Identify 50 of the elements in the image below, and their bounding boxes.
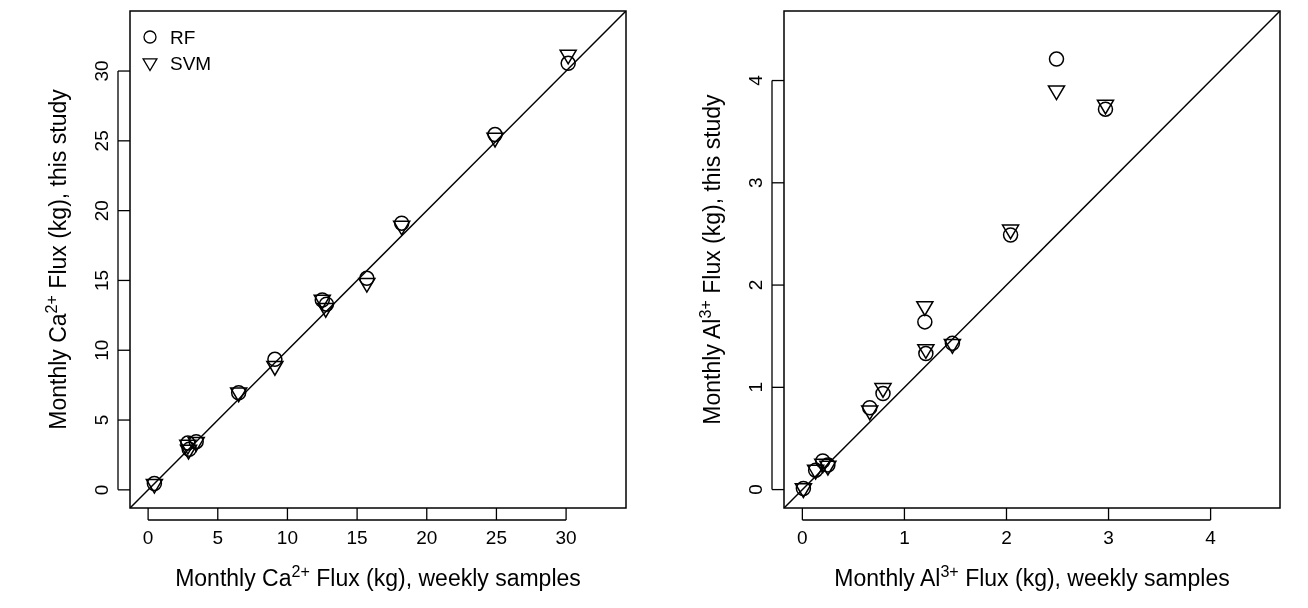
- y-tick-label: 15: [91, 269, 112, 292]
- point: [917, 314, 933, 330]
- point: [359, 270, 375, 287]
- point: [861, 400, 878, 416]
- y-tick-label: 20: [91, 200, 112, 222]
- x-tick-label: 0: [797, 527, 808, 548]
- y-tick-label: 2: [745, 279, 766, 291]
- y-tick-label: 25: [91, 130, 112, 152]
- point: [393, 215, 410, 231]
- point: [560, 55, 576, 72]
- x-tick-label: 10: [276, 527, 299, 548]
- point: [318, 296, 335, 312]
- y-tick-label: 10: [91, 339, 112, 361]
- x-tick-label: 15: [346, 527, 368, 548]
- x-tick-label: 30: [555, 527, 577, 548]
- legend-label: RF: [170, 27, 196, 48]
- point: [180, 435, 196, 451]
- point: [267, 351, 283, 368]
- point: [392, 220, 411, 236]
- x-tick-label: 25: [485, 527, 507, 548]
- x-axis-title: Monthly Ca$^{2+}$ Flux (kg), weekly samples: [175, 562, 581, 591]
- point: [316, 302, 335, 318]
- point: [860, 405, 879, 421]
- point: [1047, 85, 1066, 101]
- point: [875, 385, 891, 402]
- point: [874, 382, 892, 398]
- x-axis-title: Monthly Al$^{3+}$ Flux (kg), weekly samples: [834, 562, 1230, 591]
- x-tick-label: 1: [899, 527, 910, 548]
- point: [487, 126, 503, 143]
- x-tick-label: 5: [212, 527, 224, 548]
- y-tick-label: 1: [745, 382, 766, 393]
- point: [266, 360, 284, 376]
- y-tick-label: 4: [745, 74, 766, 86]
- y-tick-label: 5: [91, 414, 112, 426]
- point: [486, 132, 504, 148]
- y-tick-label: 30: [91, 60, 112, 82]
- x-tick-label: 4: [1205, 527, 1217, 548]
- y-tick-label: 3: [745, 177, 766, 189]
- x-tick-label: 0: [142, 527, 154, 548]
- x-tick-label: 3: [1103, 527, 1114, 548]
- x-tick-label: 2: [1001, 527, 1012, 548]
- point: [358, 277, 376, 293]
- point: [559, 49, 577, 65]
- y-tick-label: 0: [745, 484, 766, 495]
- legend-label: SVM: [170, 53, 212, 74]
- point: [1048, 51, 1065, 67]
- x-tick-label: 20: [416, 527, 438, 548]
- point: [815, 453, 831, 469]
- point: [916, 300, 934, 317]
- y-tick-label: 0: [91, 484, 112, 496]
